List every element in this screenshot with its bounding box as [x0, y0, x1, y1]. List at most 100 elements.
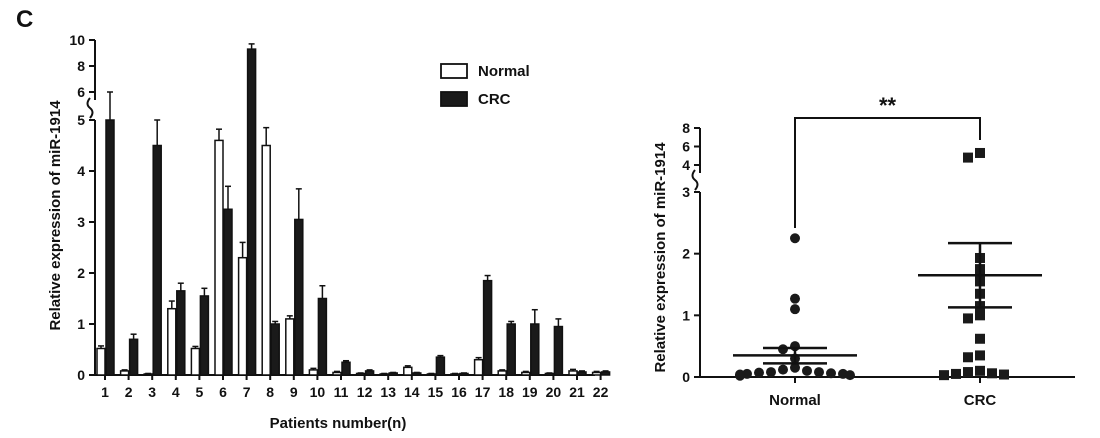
bar-normal — [261, 144, 271, 376]
bar-crc — [152, 144, 162, 376]
x-tick-label: 3 — [148, 384, 156, 400]
x-tick-label: 7 — [243, 384, 251, 400]
bar-normal — [308, 369, 319, 376]
bar-normal — [403, 366, 413, 376]
y-tick-label: 0 — [77, 367, 85, 383]
data-point-normal — [845, 370, 855, 381]
y-tick-label: 8 — [682, 120, 690, 136]
bar-crc — [341, 361, 351, 376]
data-point-crc — [975, 333, 985, 344]
y-tick-label: 6 — [77, 84, 85, 100]
data-point-normal — [754, 367, 764, 378]
data-point-crc — [939, 370, 949, 381]
x-tick-label: 18 — [498, 384, 514, 400]
data-point-crc — [975, 365, 985, 376]
data-point-crc — [963, 152, 973, 163]
bar-crc — [412, 372, 422, 376]
data-point-crc — [975, 350, 985, 361]
bar-crc — [388, 372, 398, 376]
data-point-normal — [790, 233, 800, 244]
y-tick-label: 3 — [682, 184, 690, 200]
bar-normal — [119, 370, 130, 376]
data-point-crc — [999, 369, 1009, 380]
y-tick-label: 10 — [69, 32, 85, 48]
bar-crc — [600, 371, 611, 376]
x-tick-label: 5 — [196, 384, 204, 400]
bar-crc — [270, 323, 280, 376]
bar-normal — [591, 371, 602, 376]
legend-label: CRC — [478, 91, 511, 108]
y-tick-label: 4 — [77, 163, 85, 179]
bar-crc — [199, 295, 210, 376]
bar-normal — [167, 307, 177, 376]
data-point-crc — [963, 367, 973, 378]
x-tick-label: 13 — [380, 384, 396, 400]
y-axis-label: Relative expression of miR-1914 — [652, 142, 669, 373]
bar-crc — [577, 371, 587, 376]
x-tick-label: 19 — [522, 384, 538, 400]
y-tick-label: 8 — [77, 58, 85, 74]
x-tick-label: 22 — [593, 384, 609, 400]
bar-crc — [128, 338, 139, 376]
bar-crc — [176, 290, 186, 376]
bar-normal — [473, 358, 484, 376]
x-tick-label: 9 — [290, 384, 298, 400]
bar-crc — [435, 356, 446, 376]
x-tick-label: 11 — [334, 384, 349, 400]
legend-label: Normal — [478, 63, 530, 80]
legend-swatch — [440, 91, 468, 107]
bar-normal — [96, 347, 106, 376]
data-point-normal — [814, 367, 824, 378]
significance-bracket — [794, 117, 981, 228]
y-tick-label: 2 — [682, 246, 690, 262]
bar-crc — [223, 208, 233, 376]
x-tick-label: 12 — [357, 384, 373, 400]
bar-crc — [482, 279, 493, 376]
x-tick-label: 8 — [266, 384, 274, 400]
y-tick-label: 1 — [682, 307, 690, 323]
x-tick-label: 20 — [546, 384, 562, 400]
bar-normal — [190, 347, 201, 376]
panel-label: C — [16, 6, 34, 33]
bar-crc — [364, 370, 375, 376]
data-point-crc — [951, 368, 961, 379]
bar-normal — [285, 318, 295, 376]
x-tick-label: 2 — [125, 384, 133, 400]
bar-crc — [105, 119, 115, 376]
bar-crc — [530, 323, 540, 376]
bar-normal — [568, 370, 578, 376]
data-point-normal — [735, 370, 745, 381]
y-tick-label: 2 — [77, 265, 85, 281]
y-axis-break — [691, 169, 699, 191]
bar-crc — [294, 218, 304, 376]
data-point-crc — [963, 352, 973, 363]
data-point-normal — [790, 362, 800, 373]
x-tick-label: 16 — [451, 384, 467, 400]
y-axis-break — [86, 97, 94, 119]
x-tick-label: 10 — [310, 384, 326, 400]
y-tick-label: 4 — [682, 157, 690, 173]
data-point-normal — [790, 293, 800, 304]
bar-normal — [521, 371, 531, 376]
data-point-normal — [790, 304, 800, 315]
data-point-crc — [987, 368, 997, 379]
x-tick-label: 14 — [404, 384, 420, 400]
x-tick-label: 6 — [219, 384, 227, 400]
bar-crc — [553, 325, 564, 376]
significance-label: ** — [879, 93, 897, 118]
y-tick-label: 0 — [682, 369, 690, 385]
scatter-chart: 0 1 2 3 4 6 8 Relative expression of miR-1914 No… — [652, 93, 1075, 409]
x-axis-label: Patients number(n) — [270, 415, 407, 432]
y-tick-label: 3 — [77, 214, 85, 230]
data-point-normal — [778, 364, 788, 375]
y-tick-label: 5 — [77, 112, 85, 128]
bar-normal — [332, 371, 342, 376]
x-tick-label: 4 — [172, 384, 180, 400]
data-point-normal — [826, 368, 836, 379]
x-tick-label: CRC — [964, 392, 997, 409]
x-tick-label: 21 — [569, 384, 585, 400]
data-point-normal — [802, 365, 812, 376]
y-tick-label: 1 — [77, 316, 85, 332]
y-axis-label: Relative expression of miR-1914 — [47, 100, 64, 331]
